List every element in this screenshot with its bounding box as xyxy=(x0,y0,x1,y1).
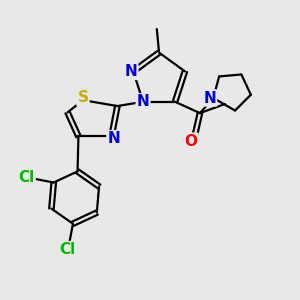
Text: Cl: Cl xyxy=(18,170,35,185)
Text: N: N xyxy=(107,131,120,146)
Text: Cl: Cl xyxy=(59,242,75,257)
Text: S: S xyxy=(77,90,88,105)
Text: N: N xyxy=(124,64,137,79)
Text: N: N xyxy=(137,94,149,109)
Text: N: N xyxy=(203,91,216,106)
Text: O: O xyxy=(184,134,197,149)
